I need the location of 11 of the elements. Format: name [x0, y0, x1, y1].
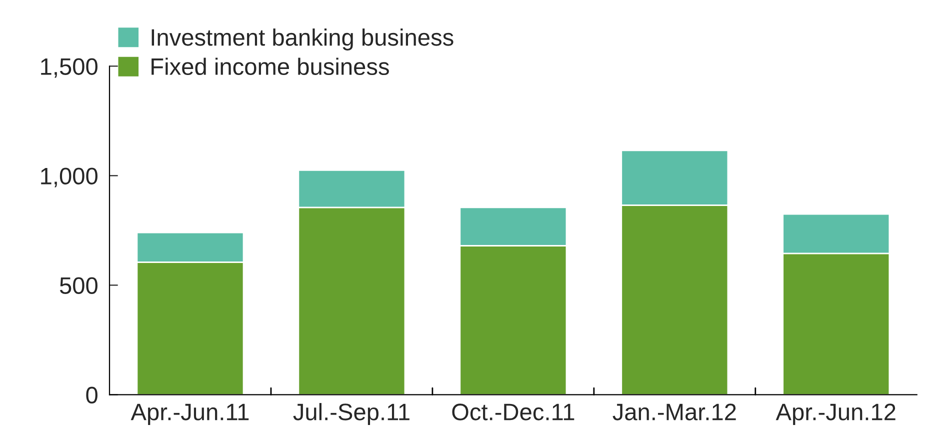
y-tick-label: 0	[86, 386, 98, 404]
y-tick-label: 500	[60, 277, 98, 294]
x-tick-label: Apr.-Jun.12	[776, 404, 896, 426]
x-tick-label: Oct.-Dec.11	[452, 404, 574, 420]
legend-label: Fixed income business	[152, 58, 389, 76]
x-tick-label: Jan.-Mar.12	[612, 404, 736, 420]
y-tick-label: 1,500	[41, 58, 98, 78]
x-tick-label: Apr.-Jun.11	[130, 404, 249, 426]
legend-label: Investment banking business	[152, 28, 454, 50]
y-tick-label: 1,000	[41, 168, 98, 188]
x-tick-label: Jul.-Sep.11	[293, 403, 410, 426]
